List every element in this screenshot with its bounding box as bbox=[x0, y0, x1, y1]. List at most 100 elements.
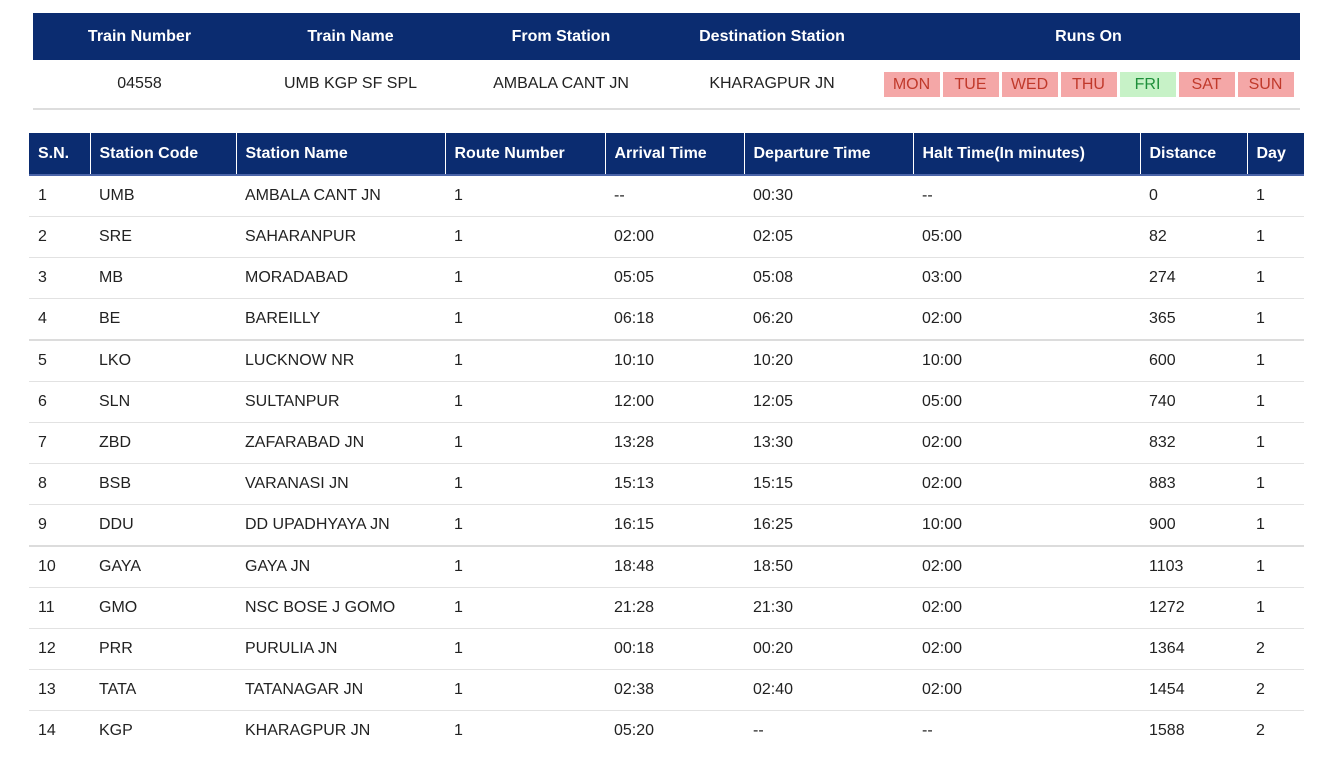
day-badge-fri: FRI bbox=[1119, 71, 1176, 97]
table-row: 14 KGP KHARAGPUR JN 1 05:20 -- -- 1588 2 bbox=[29, 711, 1304, 752]
cell-distance: 883 bbox=[1140, 463, 1247, 505]
cell-sn: 3 bbox=[29, 257, 90, 299]
table-row: 11 GMO NSC BOSE J GOMO 1 21:28 21:30 02:00 1272… bbox=[29, 587, 1304, 629]
column-header-distance: Distance bbox=[1140, 133, 1248, 176]
cell-departure-time: 15:15 bbox=[744, 463, 913, 505]
cell-distance: 600 bbox=[1140, 340, 1247, 382]
table-row: 8 BSB VARANASI JN 1 15:13 15:15 02:00 883 1 bbox=[29, 463, 1304, 505]
cell-sn: 8 bbox=[29, 463, 90, 505]
cell-route-number: 1 bbox=[445, 587, 605, 629]
cell-arrival-time: 18:48 bbox=[605, 546, 744, 588]
cell-halt-time: 02:00 bbox=[913, 298, 1140, 341]
table-row: 3 MB MORADABAD 1 05:05 05:08 03:00 274 1 bbox=[29, 257, 1304, 299]
cell-sn: 14 bbox=[38, 722, 56, 739]
cell-arrival-time: 02:00 bbox=[605, 216, 744, 258]
cell-halt-time: 02:00 bbox=[913, 628, 1140, 670]
cell-station-name: LUCKNOW NR bbox=[236, 340, 445, 382]
cell-halt-time: 02:00 bbox=[913, 463, 1140, 505]
cell-station-name: NSC BOSE J GOMO bbox=[236, 587, 445, 629]
cell-station-code: ZBD bbox=[90, 422, 236, 464]
destination-station: KHARAGPUR JN bbox=[667, 60, 877, 110]
cell-day: 1 bbox=[1247, 587, 1304, 629]
table-row: 10 GAYA GAYA JN 1 18:48 18:50 02:00 1103 1 bbox=[29, 546, 1304, 588]
column-header-day: Day bbox=[1247, 133, 1304, 176]
cell-route-number: 1 bbox=[445, 175, 605, 217]
cell-sn: 12 bbox=[29, 628, 90, 670]
cell-station-name: PURULIA JN bbox=[236, 628, 445, 670]
column-header-sn: S.N. bbox=[29, 133, 91, 176]
cell-halt-time: -- bbox=[913, 175, 1140, 217]
cell-departure-time: 16:25 bbox=[744, 504, 913, 547]
runs-on-cell: MON TUE WED THU FRI SAT SUN bbox=[877, 60, 1300, 110]
cell-sn: 1 bbox=[29, 175, 90, 217]
cell-sn: 10 bbox=[29, 546, 90, 588]
schedule-table: S.N. Station Code Station Name Route Number… bbox=[29, 133, 1304, 751]
cell-sn: 6 bbox=[29, 381, 90, 423]
cell-arrival-time: 16:15 bbox=[605, 504, 744, 547]
cell-arrival-time: 13:28 bbox=[605, 422, 744, 464]
cell-station-code: UMB bbox=[90, 175, 236, 217]
cell-route-number: 1 bbox=[445, 340, 605, 382]
cell-station-name: DD UPADHYAYA JN bbox=[236, 504, 445, 547]
cell-arrival-time: 15:13 bbox=[605, 463, 744, 505]
cell-day: 1 bbox=[1247, 381, 1304, 423]
cell-halt-time: 02:00 bbox=[913, 546, 1140, 588]
train-name: UMB KGP SF SPL bbox=[246, 60, 455, 110]
cell-arrival-time: 05:20 bbox=[614, 722, 655, 739]
table-row: 9 DDU DD UPADHYAYA JN 1 16:15 16:25 10:00 900 1 bbox=[29, 504, 1304, 547]
cell-sn: 7 bbox=[29, 422, 90, 464]
cell-day: 1 bbox=[1247, 298, 1304, 341]
cell-distance: 1272 bbox=[1140, 587, 1247, 629]
cell-departure-time: -- bbox=[753, 722, 764, 739]
cell-departure-time: 05:08 bbox=[744, 257, 913, 299]
cell-halt-time: 05:00 bbox=[913, 381, 1140, 423]
column-header-station-name: Station Name bbox=[236, 133, 446, 176]
from-station-header: From Station bbox=[455, 13, 667, 60]
cell-distance: 0 bbox=[1140, 175, 1247, 217]
cell-departure-time: 21:30 bbox=[744, 587, 913, 629]
cell-sn: 4 bbox=[29, 298, 90, 341]
column-header-arrival-time: Arrival Time bbox=[605, 133, 745, 176]
cell-distance: 740 bbox=[1140, 381, 1247, 423]
day-badge-sat: SAT bbox=[1178, 71, 1235, 97]
cell-day: 1 bbox=[1247, 340, 1304, 382]
cell-arrival-time: 05:05 bbox=[605, 257, 744, 299]
table-row: 5 LKO LUCKNOW NR 1 10:10 10:20 10:00 600 1 bbox=[29, 340, 1304, 382]
cell-station-code: TATA bbox=[90, 669, 236, 711]
cell-station-code: SRE bbox=[90, 216, 236, 258]
cell-day: 1 bbox=[1247, 216, 1304, 258]
cell-sn: 9 bbox=[29, 504, 90, 547]
cell-route-number: 1 bbox=[445, 257, 605, 299]
cell-sn: 5 bbox=[29, 340, 90, 382]
cell-station-name: GAYA JN bbox=[236, 546, 445, 588]
cell-arrival-time: 12:00 bbox=[605, 381, 744, 423]
cell-halt-time: 03:00 bbox=[913, 257, 1140, 299]
cell-station-name: ZAFARABAD JN bbox=[236, 422, 445, 464]
cell-station-name: SULTANPUR bbox=[236, 381, 445, 423]
cell-halt-time: 02:00 bbox=[913, 422, 1140, 464]
cell-departure-time: 13:30 bbox=[744, 422, 913, 464]
cell-route-number: 1 bbox=[454, 722, 463, 739]
cell-distance: 274 bbox=[1140, 257, 1247, 299]
cell-departure-time: 02:40 bbox=[744, 669, 913, 711]
cell-day: 1 bbox=[1247, 257, 1304, 299]
cell-station-code: KGP bbox=[99, 722, 133, 739]
cell-departure-time: 00:30 bbox=[744, 175, 913, 217]
cell-distance: 1103 bbox=[1140, 546, 1247, 588]
cell-arrival-time: 10:10 bbox=[605, 340, 744, 382]
cell-route-number: 1 bbox=[445, 669, 605, 711]
cell-station-name: VARANASI JN bbox=[236, 463, 445, 505]
cell-sn: 2 bbox=[29, 216, 90, 258]
schedule-body: 1 UMB AMBALA CANT JN 1 -- 00:30 -- 0 1 2 SRE SAHARA… bbox=[29, 175, 1304, 751]
schedule-header-row: S.N. Station Code Station Name Route Number… bbox=[29, 133, 1304, 176]
day-badge-thu: THU bbox=[1060, 71, 1117, 97]
cell-day: 1 bbox=[1247, 546, 1304, 588]
column-header-departure-time: Departure Time bbox=[744, 133, 914, 176]
column-header-station-code: Station Code bbox=[90, 133, 237, 176]
cell-departure-time: 18:50 bbox=[744, 546, 913, 588]
cell-halt-time: 10:00 bbox=[913, 504, 1140, 547]
cell-station-code: PRR bbox=[90, 628, 236, 670]
cell-departure-time: 00:20 bbox=[744, 628, 913, 670]
runs-on-header: Runs On bbox=[877, 13, 1300, 60]
